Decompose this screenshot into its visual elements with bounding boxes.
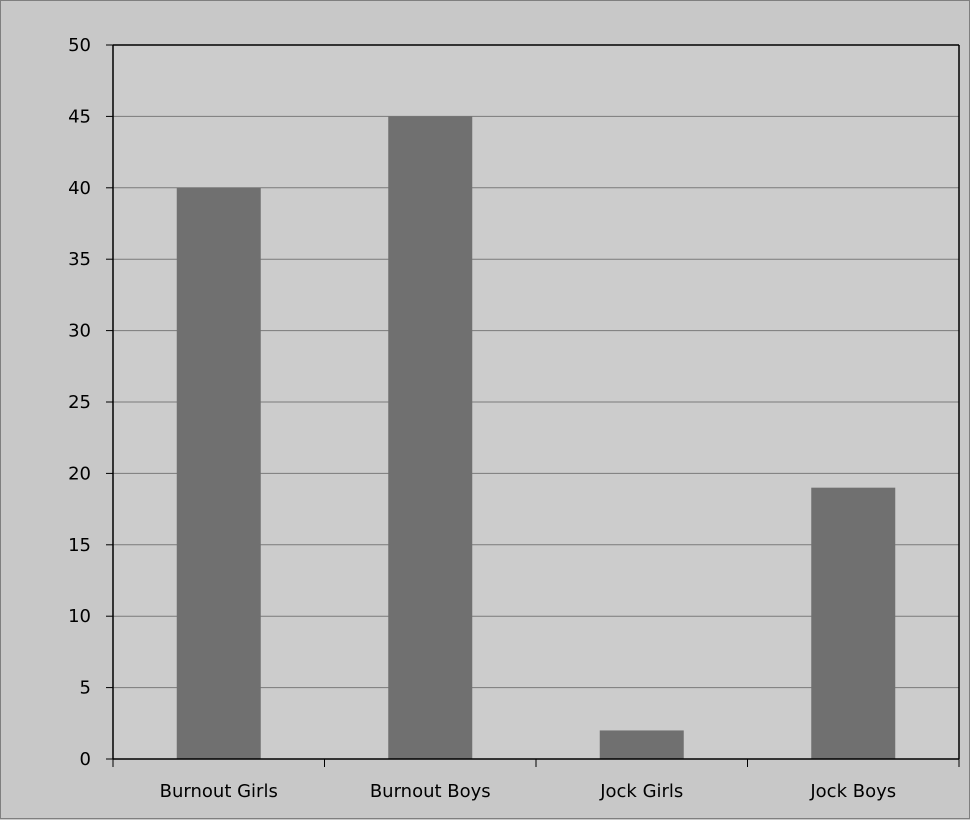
y-tick-label: 45 [68, 106, 91, 127]
axes [106, 44, 960, 767]
y-tick-label: 25 [68, 392, 91, 413]
bar-burnout-girls [176, 187, 261, 760]
y-tick-label: 5 [80, 678, 91, 699]
bars [176, 116, 896, 760]
x-tick-label: Jock Boys [809, 781, 896, 802]
y-tick-label: 40 [68, 178, 91, 199]
bar-burnout-boys [388, 116, 473, 759]
axis-labels: 0 5 10 15 20 25 30 35 40 45 50 Burnout Girls Burnout… [68, 35, 896, 802]
y-tick-label: 50 [68, 35, 91, 56]
y-tick-label: 35 [68, 249, 91, 270]
y-tick-label: 10 [68, 606, 91, 627]
x-tick-label: Burnout Girls [160, 781, 278, 802]
bar-jock-girls [599, 730, 684, 759]
y-tick-label: 20 [68, 463, 91, 484]
x-tick-label: Jock Girls [599, 781, 683, 802]
x-tick-label: Burnout Boys [370, 781, 491, 802]
bar-jock-boys [811, 487, 896, 759]
y-tick-label: 30 [68, 321, 91, 342]
y-tick-label: 15 [68, 535, 91, 556]
y-tick-label: 0 [80, 749, 91, 770]
